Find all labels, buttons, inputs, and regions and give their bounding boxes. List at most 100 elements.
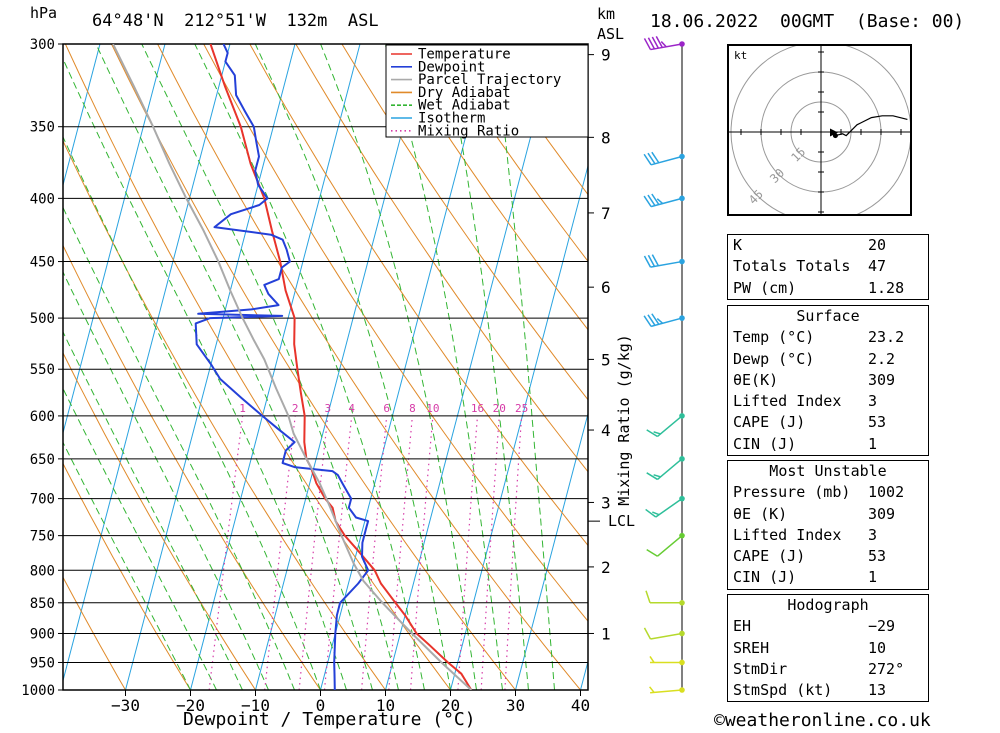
- wind-barb-feather: [646, 429, 658, 438]
- dry-adiabat-line: [433, 44, 588, 263]
- lcl-label: LCL: [608, 512, 635, 530]
- index-row: Dewp (°C) 2.2: [728, 349, 928, 370]
- index-value: 53: [868, 547, 887, 566]
- surface-title: Surface: [796, 307, 860, 325]
- wind-barb-feather: [647, 254, 656, 267]
- index-row: Lifted Index 3: [728, 525, 928, 546]
- pressure-tick-label: 450: [30, 255, 55, 271]
- wind-barb-feather: [643, 627, 652, 640]
- wind-barb-feather: [645, 590, 651, 604]
- index-label: K: [733, 236, 743, 254]
- wind-barb-feather: [643, 195, 652, 208]
- index-label: EH: [733, 617, 752, 636]
- wind-barb-staff: [657, 458, 683, 481]
- x-tick-label: 40: [571, 696, 590, 715]
- index-label: CAPE (J): [733, 413, 806, 432]
- datetime-title: 18.06.2022 00GMT (Base: 00): [650, 11, 965, 32]
- pressure-tick-label: 750: [30, 529, 55, 545]
- pressure-tick-label: 300: [30, 37, 55, 53]
- index-value: 1002: [868, 483, 905, 502]
- asl-label: ASL: [597, 25, 625, 43]
- wind-barb-feather: [645, 508, 657, 518]
- legend-box: [385, 44, 589, 138]
- wind-barb-feather: [647, 152, 656, 165]
- wind-barb: [649, 656, 685, 666]
- index-row: EH −29: [728, 616, 928, 637]
- index-value: 1.28: [868, 278, 905, 297]
- wind-barb-feather: [647, 314, 656, 326]
- wind-barb-feather: [643, 255, 652, 268]
- pressure-tick-label: 1000: [21, 683, 55, 699]
- wind-barb: [643, 193, 685, 208]
- index-label: Dewp (°C): [733, 349, 815, 368]
- mixing-ratio-label: 8: [409, 402, 416, 415]
- index-row: StmDir 272°: [728, 659, 928, 680]
- wind-barb-feather: [653, 431, 661, 435]
- km-tick-label: 2: [601, 558, 611, 577]
- hodograph-ring-label: 15: [788, 145, 808, 165]
- pressure-tick-label: 850: [30, 596, 55, 612]
- wind-barb: [646, 532, 685, 557]
- wind-barb-staff: [650, 155, 683, 166]
- legend-label: Isotherm: [418, 111, 485, 127]
- dry-adiabat-line: [63, 576, 126, 690]
- hodograph-ring-label: 45: [746, 187, 766, 207]
- footer-credit[interactable]: ©weatheronline.co.uk: [714, 710, 931, 731]
- index-value: 23.2: [868, 328, 905, 347]
- index-value: 13: [868, 681, 887, 700]
- wind-barb-feather: [647, 37, 656, 50]
- wet-adiabat-line: [63, 57, 347, 690]
- index-value: 47: [868, 257, 887, 276]
- index-value: 53: [868, 413, 887, 432]
- legend-label: Wet Adiabat: [418, 98, 511, 114]
- x-tick-label: 30: [506, 696, 525, 715]
- isotherm-line: [63, 44, 166, 435]
- index-row: SREH 10: [728, 638, 928, 659]
- location-title: 64°48'N 212°51'W 132m ASL: [92, 11, 379, 31]
- isotherm-line: [63, 44, 101, 187]
- pressure-tick-label: 350: [30, 120, 55, 136]
- x-tick-label: −30: [111, 696, 140, 715]
- wind-barb-staff: [650, 689, 683, 694]
- wind-barb-feather: [643, 153, 652, 166]
- site-link[interactable]: weatheronline.co.uk: [724, 710, 931, 731]
- index-row: θE (K) 309: [728, 504, 928, 525]
- legend-label: Dry Adiabat: [418, 85, 511, 101]
- pressure-tick-label: 900: [30, 626, 55, 642]
- wind-barb-feather: [651, 151, 660, 164]
- index-row: CIN (J) 1: [728, 434, 928, 455]
- index-label: Lifted Index: [733, 525, 842, 544]
- index-value: −29: [868, 617, 896, 636]
- isotherm-line: [125, 44, 296, 690]
- pressure-tick-label: 600: [30, 409, 55, 425]
- temperature-line: [209, 44, 473, 690]
- km-tick-label: 7: [601, 204, 611, 223]
- wind-barb: [645, 590, 685, 606]
- hodograph-trace: [835, 115, 908, 137]
- index-value: 1: [868, 568, 878, 587]
- mixing-ratio-line: [298, 415, 329, 690]
- wind-barbs: [643, 35, 685, 694]
- mixing-ratio-label: 2: [292, 402, 299, 415]
- dry-adiabat-line: [64, 44, 451, 690]
- wind-barb-staff: [650, 317, 683, 328]
- wet-adiabat-line: [442, 44, 529, 690]
- hodograph-indices-table: Hodograph EH −29 SREH 10 StmDir 272° StmSpd (k…: [727, 594, 929, 703]
- wet-adiabat-line: [63, 441, 191, 690]
- mixing-ratio-axis-label: Mixing Ratio (g/kg): [615, 334, 633, 506]
- wind-barb: [643, 151, 685, 166]
- wind-barb-feather: [653, 474, 661, 478]
- index-value: 309: [868, 504, 896, 523]
- mixing-ratio-label: 25: [515, 402, 528, 415]
- index-row: Pressure (mb) 1002: [728, 482, 928, 503]
- pressure-tick-label: 950: [30, 655, 55, 671]
- index-label: CIN (J): [733, 434, 797, 453]
- mixing-ratio-label: 20: [493, 402, 506, 415]
- wet-adiabat-line: [141, 44, 399, 690]
- dry-adiabat-line: [63, 462, 191, 690]
- wind-barb: [643, 313, 685, 328]
- index-row: Temp (°C) 23.2: [728, 327, 928, 348]
- plot-frame: [62, 43, 589, 691]
